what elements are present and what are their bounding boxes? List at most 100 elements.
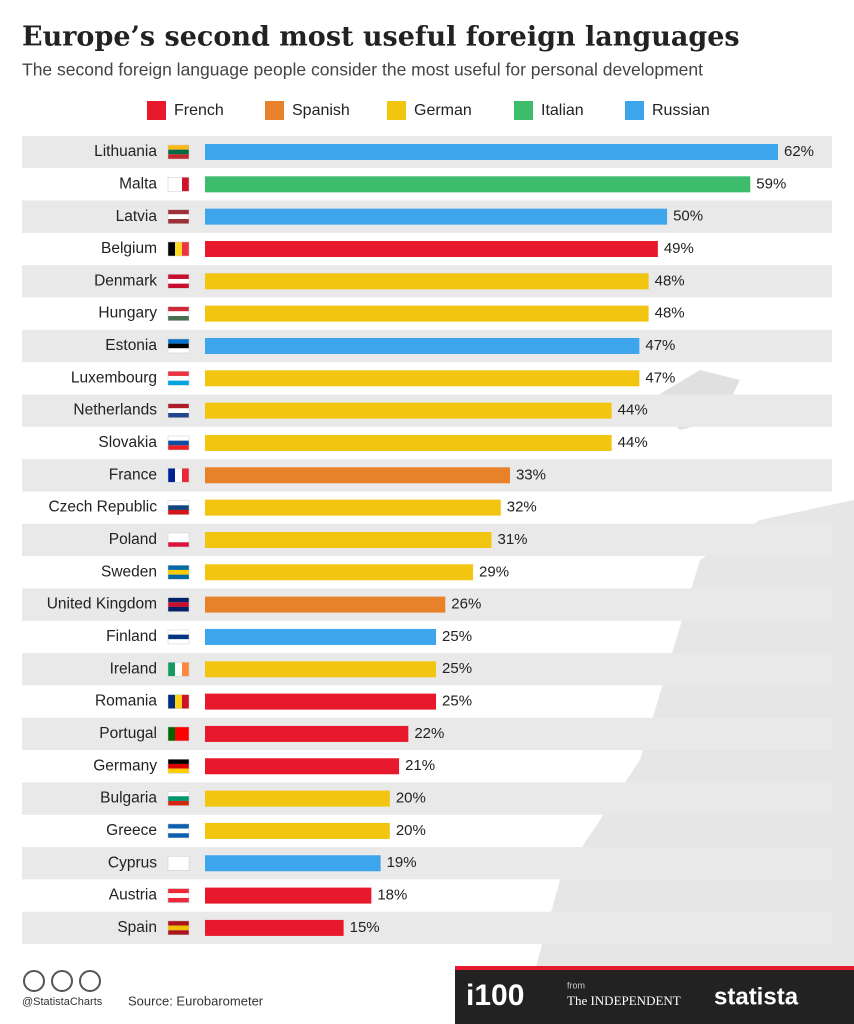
flag: [167, 209, 190, 224]
bar: [205, 273, 649, 290]
flag-stripe: [168, 930, 189, 935]
flag-stripe: [168, 823, 189, 829]
flag-stripe: [168, 315, 189, 321]
bar: [205, 337, 640, 354]
flag-border: [167, 371, 190, 386]
bar: [205, 467, 510, 484]
bar: [205, 725, 409, 742]
category-label: Slovakia: [98, 434, 157, 451]
flag-stripe: [168, 154, 189, 159]
bar: [205, 402, 612, 419]
flag-stripe: [168, 856, 189, 861]
value-label: 22%: [414, 725, 444, 742]
footer-line: [455, 966, 854, 970]
flag-border: [167, 274, 190, 289]
flag: [167, 532, 190, 548]
bar: [205, 628, 437, 645]
value-label: 49%: [664, 240, 694, 257]
flag-stripe: [168, 865, 189, 871]
row-band: [22, 911, 832, 945]
source: Source: Eurobarometer: [128, 993, 264, 1008]
flag-stripe: [168, 888, 189, 894]
value-label: 47%: [645, 369, 675, 386]
category-label: United Kingdom: [47, 596, 157, 613]
value-label: 15%: [350, 919, 380, 936]
flag-stripe: [168, 218, 189, 224]
value-label: 26%: [451, 596, 481, 613]
flag-stripe: [182, 177, 189, 192]
flag-stripe: [168, 542, 189, 547]
bar: [205, 531, 492, 548]
legend-swatch: [147, 101, 166, 120]
bar: [205, 564, 474, 581]
chart-title: Europe’s second most useful foreign lang…: [22, 22, 740, 53]
flag-border: [167, 435, 190, 451]
flag-stripe: [168, 311, 189, 316]
flag-border: [167, 338, 190, 354]
flag-border: [167, 888, 190, 903]
flag-stripe: [168, 145, 189, 150]
logo-from: from: [567, 980, 585, 990]
row-band: [22, 847, 832, 880]
flag-stripe: [168, 278, 189, 284]
category-label: Lithuania: [94, 143, 157, 160]
row-band: [22, 782, 832, 815]
flag-border: [167, 629, 190, 645]
bar: [205, 208, 668, 225]
legend-swatch: [514, 101, 533, 120]
flag: [167, 306, 190, 321]
bar: [205, 790, 390, 807]
flag-border: [167, 759, 190, 774]
flag-stripe: [168, 509, 189, 515]
value-label: 25%: [442, 693, 472, 710]
flag-stripe: [168, 412, 189, 418]
flag-stripe: [168, 371, 189, 376]
flag-stripe: [168, 375, 189, 381]
legend-label: French: [174, 102, 224, 119]
value-label: 50%: [673, 208, 703, 225]
flag-border: [167, 306, 190, 321]
legend-swatch: [265, 101, 284, 120]
flag: [167, 177, 190, 192]
flag-stripe: [168, 177, 175, 192]
flag: [167, 856, 190, 871]
bar: [205, 144, 778, 160]
bar: [205, 919, 344, 936]
flag-stripe: [168, 306, 189, 312]
category-label: Austria: [109, 887, 158, 904]
flag-stripe: [168, 796, 189, 801]
bar: [205, 758, 400, 775]
flag-stripe: [168, 897, 189, 903]
flag-border: [167, 177, 190, 192]
flag-stripe: [168, 597, 189, 603]
value-label: 25%: [442, 628, 472, 645]
value-label: 44%: [618, 402, 648, 419]
flag-stripe: [168, 800, 189, 806]
value-label: 33%: [516, 466, 546, 483]
category-label: Portugal: [99, 725, 157, 742]
flag-stripe: [168, 209, 189, 215]
bar: [205, 305, 649, 322]
flag: [167, 468, 190, 483]
value-label: 20%: [396, 790, 426, 807]
flag-border: [167, 532, 190, 548]
flag-stripe: [168, 893, 189, 898]
flag-border: [167, 662, 190, 677]
flag-stripe: [168, 505, 189, 510]
category-label: Belgium: [101, 240, 157, 257]
value-label: 18%: [377, 887, 407, 904]
bar: [205, 661, 437, 678]
flag-stripe: [168, 920, 189, 926]
footer-band: [455, 970, 854, 1024]
category-label: Sweden: [101, 563, 157, 580]
value-label: 31%: [498, 531, 528, 548]
category-label: Luxembourg: [71, 369, 157, 386]
flag-border: [167, 209, 190, 224]
category-label: Germany: [93, 757, 157, 774]
flag-stripe: [168, 763, 189, 769]
flag-stripe: [168, 348, 189, 353]
flag-stripe: [168, 532, 189, 538]
value-label: 47%: [645, 337, 675, 354]
flag: [167, 629, 190, 645]
